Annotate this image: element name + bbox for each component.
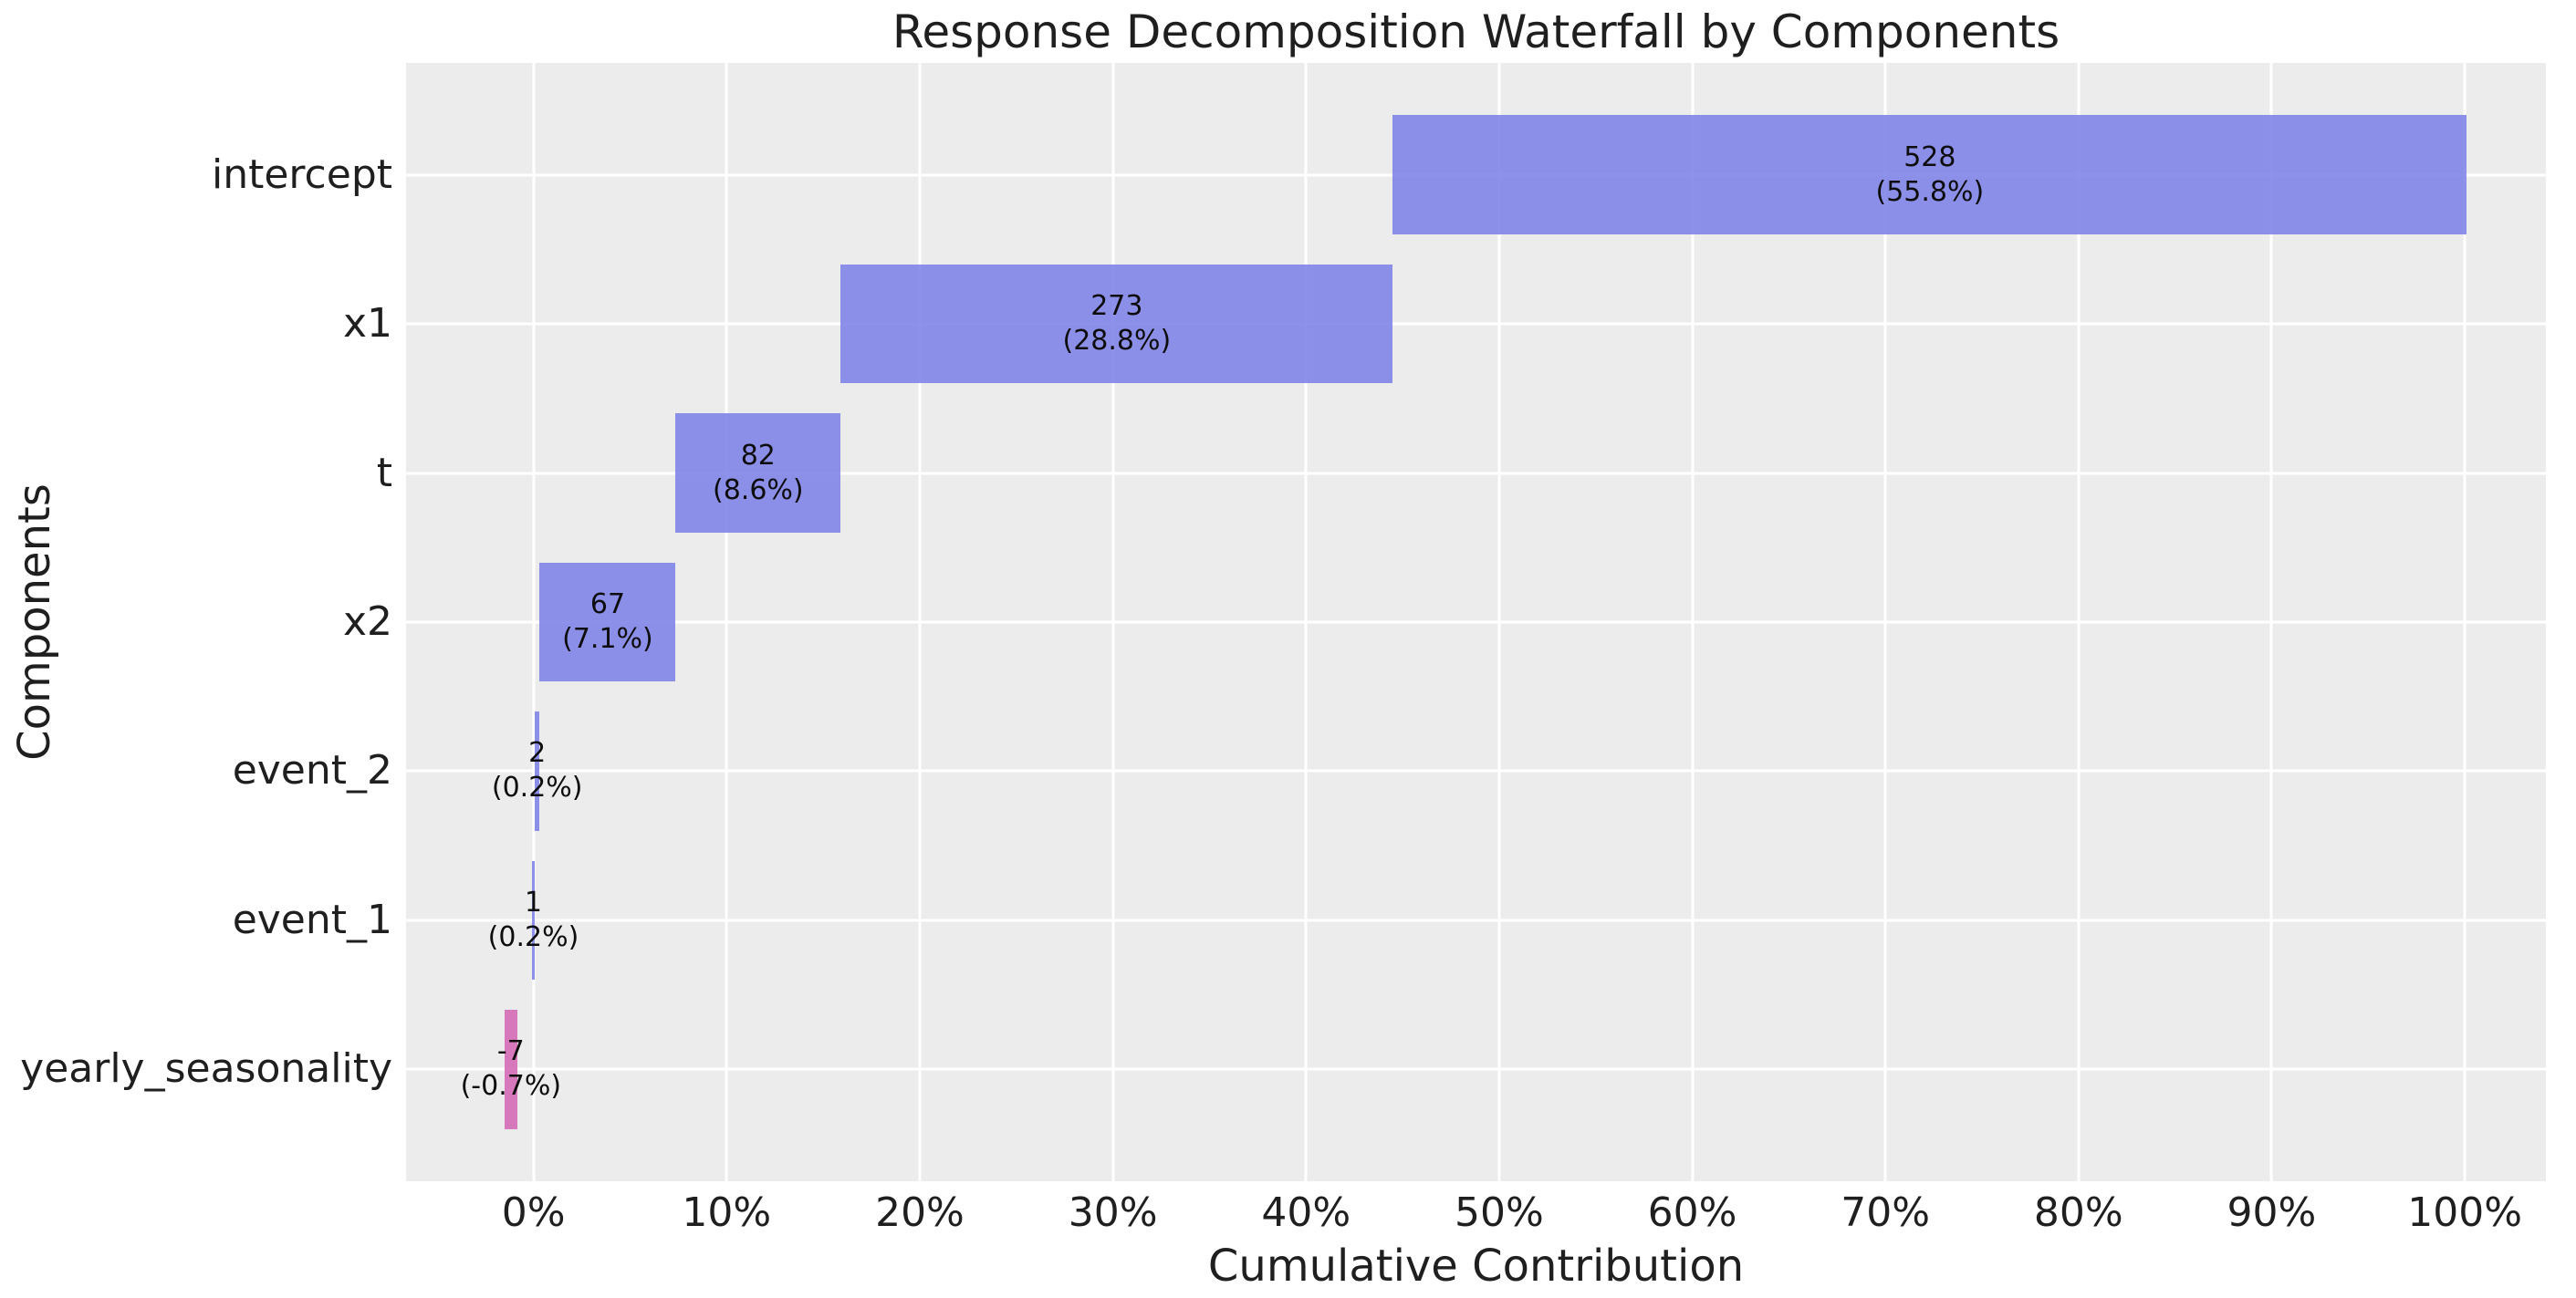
bar-value-t: 82 bbox=[740, 439, 776, 472]
y-tick-label-x2: x2 bbox=[342, 598, 392, 645]
bar-label-x1: 273 (28.8%) bbox=[1062, 289, 1171, 358]
y-gridline-t bbox=[406, 472, 2546, 475]
x-tick-label-90%: 90% bbox=[2227, 1189, 2317, 1236]
bar-label-event_1: 1 (0.2%) bbox=[488, 886, 579, 955]
plot-area: 528 (55.8%) 273 (28.8%) 82 (8.6%) 67 (7.1%) 2 (0.… bbox=[406, 63, 2546, 1181]
y-gridline-yearly_seasonality bbox=[406, 1067, 2546, 1071]
chart-title: Response Decomposition Waterfall by Comp… bbox=[892, 5, 2060, 58]
y-gridline-event_2 bbox=[406, 769, 2546, 773]
bar-label-yearly_seasonality: -7 (-0.7%) bbox=[461, 1034, 561, 1104]
bar-pct-event_1: (0.2%) bbox=[487, 920, 579, 953]
y-tick-label-yearly_seasonality: yearly_seasonality bbox=[20, 1045, 392, 1093]
bar-value-x1: 273 bbox=[1090, 290, 1143, 323]
y-gridline-x2 bbox=[406, 620, 2546, 624]
bar-value-yearly_seasonality: -7 bbox=[496, 1035, 525, 1068]
x-tick-label-20%: 20% bbox=[875, 1189, 965, 1236]
bar-intercept bbox=[1392, 115, 2467, 234]
bar-event_1 bbox=[531, 860, 536, 981]
y-tick-label-intercept: intercept bbox=[212, 151, 392, 198]
y-gridline-x1 bbox=[406, 322, 2546, 326]
x-tick-label-60%: 60% bbox=[1647, 1189, 1737, 1236]
bar-x2 bbox=[539, 562, 676, 682]
y-tick-label-t: t bbox=[376, 449, 392, 496]
bar-label-intercept: 528 (55.8%) bbox=[1876, 140, 1985, 210]
x-tick-label-30%: 30% bbox=[1068, 1189, 1158, 1236]
bar-pct-yearly_seasonality: (-0.7%) bbox=[460, 1070, 562, 1103]
bar-label-x2: 67 (7.1%) bbox=[562, 587, 653, 657]
x-tick-label-50%: 50% bbox=[1454, 1189, 1544, 1236]
x-tick-label-10%: 10% bbox=[682, 1189, 772, 1236]
y-tick-label-event_2: event_2 bbox=[232, 747, 392, 794]
bar-pct-t: (8.6%) bbox=[713, 473, 804, 506]
x-tick-label-100%: 100% bbox=[2407, 1189, 2523, 1236]
y-tick-label-event_1: event_1 bbox=[232, 896, 392, 943]
bar-value-event_2: 2 bbox=[528, 737, 547, 770]
x-tick-label-0%: 0% bbox=[501, 1189, 566, 1236]
x-tick-label-70%: 70% bbox=[1841, 1189, 1931, 1236]
y-gridline-event_1 bbox=[406, 919, 2546, 922]
bar-t bbox=[675, 413, 841, 533]
bar-label-t: 82 (8.6%) bbox=[713, 439, 804, 508]
bar-x1 bbox=[840, 264, 1393, 384]
bar-value-intercept: 528 bbox=[1903, 140, 1956, 173]
bar-pct-intercept: (55.8%) bbox=[1875, 175, 1985, 208]
bar-pct-x2: (7.1%) bbox=[562, 623, 653, 655]
bar-label-event_2: 2 (0.2%) bbox=[492, 736, 583, 805]
bar-pct-event_2: (0.2%) bbox=[491, 772, 583, 805]
x-tick-label-40%: 40% bbox=[1261, 1189, 1351, 1236]
bar-yearly_seasonality bbox=[504, 1010, 518, 1129]
bar-event_2 bbox=[534, 711, 540, 831]
x-tick-label-80%: 80% bbox=[2033, 1189, 2123, 1236]
bar-value-x2: 67 bbox=[589, 588, 626, 620]
x-axis-label: Cumulative Contribution bbox=[1207, 1241, 1745, 1292]
y-tick-label-x1: x1 bbox=[342, 300, 392, 348]
bar-value-event_1: 1 bbox=[524, 886, 543, 919]
bar-pct-x1: (28.8%) bbox=[1062, 325, 1172, 358]
